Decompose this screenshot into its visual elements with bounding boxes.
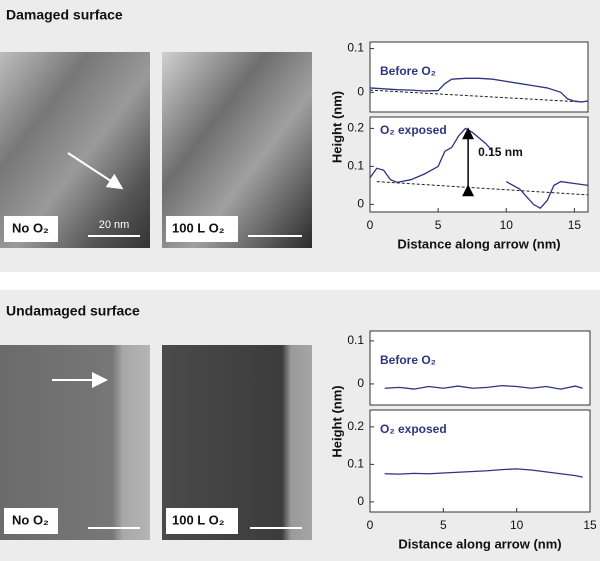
annotation: 0.15 nm	[478, 145, 523, 159]
inset-label: O₂ exposed	[380, 123, 447, 137]
scale-label: 20 nm	[99, 219, 130, 231]
plot-frame	[369, 116, 589, 213]
x-axis-title: Distance along arrow (nm)	[398, 536, 561, 551]
profile-line	[369, 77, 589, 103]
image-label: No O₂	[12, 220, 49, 235]
y-tick-label: 0	[357, 494, 364, 508]
image-label: 100 L O₂	[172, 512, 225, 527]
inset-label: Before O₂	[380, 353, 436, 367]
profile-line	[384, 384, 583, 390]
y-tick-label: 0.1	[347, 159, 364, 173]
y-tick-label: 0	[357, 376, 364, 390]
section-title: Undamaged surface	[6, 303, 140, 319]
y-axis-title: Height (nm)	[329, 91, 344, 163]
x-tick-label: 0	[367, 518, 374, 532]
stm-image	[0, 52, 150, 248]
profile-line	[369, 127, 589, 210]
y-tick-label: 0	[357, 84, 364, 98]
image-label: 100 L O₂	[172, 220, 225, 235]
y-tick-label: 0.1	[347, 41, 364, 55]
x-tick-label: 0	[367, 218, 374, 232]
y-tick-label: 0.2	[347, 121, 364, 135]
stm-image	[0, 345, 150, 540]
x-axis-title: Distance along arrow (nm)	[397, 236, 560, 251]
profile-line	[384, 468, 583, 478]
image-label-box	[4, 508, 58, 534]
stm-image	[162, 52, 312, 248]
x-tick-label: 15	[583, 518, 597, 532]
image-label: No O₂	[12, 512, 49, 527]
reference-line	[369, 89, 582, 103]
x-tick-label: 10	[500, 218, 514, 232]
y-axis-title: Height (nm)	[329, 385, 344, 457]
x-tick-label: 15	[568, 218, 582, 232]
reference-line	[376, 181, 589, 196]
image-label-box	[166, 508, 238, 534]
profile-arrow	[67, 152, 124, 190]
y-tick-label: 0	[357, 197, 364, 211]
plot-frame	[369, 409, 591, 513]
x-tick-label: 10	[510, 518, 524, 532]
inset-label: Before O₂	[380, 64, 436, 78]
inset-label: O₂ exposed	[380, 422, 447, 436]
section-title: Damaged surface	[6, 7, 123, 23]
y-tick-label: 0.2	[347, 419, 364, 433]
x-tick-label: 5	[435, 218, 442, 232]
image-label-box	[4, 216, 58, 242]
plot-frame	[369, 330, 591, 406]
y-tick-label: 0.1	[347, 457, 364, 471]
y-tick-label: 0.1	[347, 333, 364, 347]
stm-image	[162, 345, 312, 540]
image-label-box	[166, 216, 238, 242]
x-tick-label: 5	[440, 518, 447, 532]
